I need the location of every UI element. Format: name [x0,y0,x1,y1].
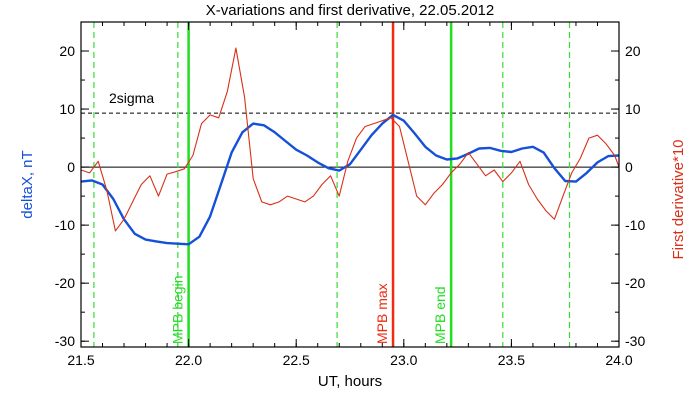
axes: 21.5 22.0 22.5 23.0 23.5 24.0 20 10 0 -10 -20 -30 20… [55,21,645,368]
y-tick-label-right-3: -10 [625,217,645,233]
series-line-1 [80,47,620,232]
x-tick-label-4: 23.5 [498,352,525,368]
y-tick-label-right-5: -30 [625,333,645,349]
x-axis-label: UT, hours [318,373,382,390]
y-axis-label-left: deltaX, nT [19,150,36,218]
y-axis-label-right: First derivative*10 [670,139,687,259]
y-tick-label-right-1: 10 [625,101,641,117]
vertical-line-label-2: MPB begin [170,276,186,344]
y-tick-label-left-2: 0 [67,159,75,175]
y-tick-label-left-4: -20 [55,275,75,291]
sigma-label: 2sigma [109,90,154,106]
plot-lines [81,112,619,168]
vertical-markers: MPB begin MPB max MPB end [93,22,571,347]
y-tick-label-right-4: -20 [625,275,645,291]
plot-frame [80,21,620,348]
x-tick-label-5: 24.0 [605,352,632,368]
vertical-line-label-4: MPB max [374,283,390,344]
y-tick-label-right-2: 0 [625,159,633,175]
series-group [80,47,620,246]
vertical-line-label-5: MPB end [432,286,448,344]
x-tick-label-3: 23.0 [390,352,417,368]
y-tick-label-left-0: 20 [59,43,75,59]
y-tick-label-right-0: 20 [625,43,641,59]
x-tick-label-0: 21.5 [67,352,94,368]
x-tick-label-2: 22.5 [283,352,310,368]
chart-title: X-variations and first derivative, 22.05… [206,2,495,19]
x-tick-label-1: 22.0 [175,352,202,368]
y-tick-label-left-5: -30 [55,333,75,349]
series-line-0 [80,113,620,246]
y-tick-label-left-1: 10 [59,101,75,117]
y-tick-label-left-3: -10 [55,217,75,233]
